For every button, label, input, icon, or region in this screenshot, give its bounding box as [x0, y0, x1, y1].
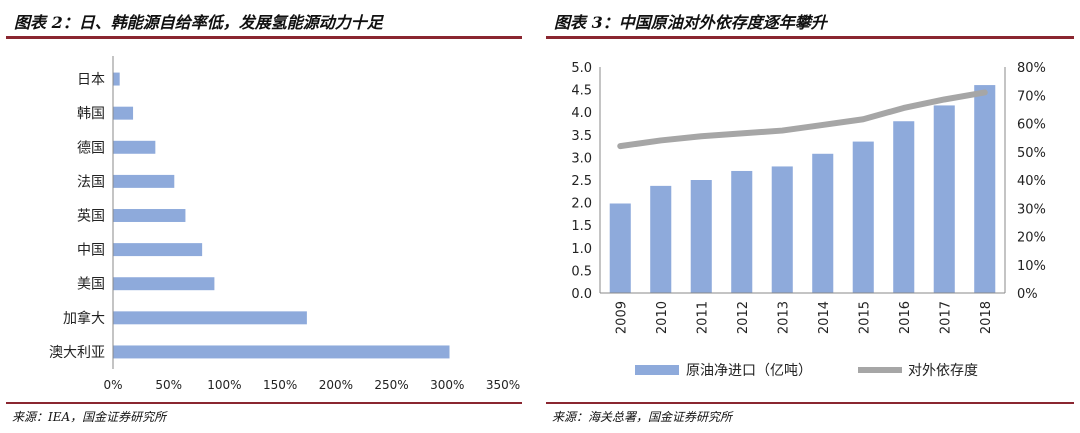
y-left-tick-label: 4.0 [571, 106, 592, 121]
y-right-tick-label: 60% [1017, 118, 1046, 133]
chart-title: 图表 3：中国原油对外依存度逐年攀升 [554, 13, 827, 32]
y-left-tick-label: 3.0 [571, 151, 592, 166]
y-right-tick-label: 20% [1017, 231, 1046, 246]
bar-0 [113, 72, 120, 86]
bar-2009 [609, 203, 631, 293]
y-left-tick-label: 1.0 [571, 242, 592, 257]
bar-5 [113, 243, 203, 257]
x-tick-label: 2012 [736, 301, 751, 334]
chart-title-bar: 图表 2：日、韩能源自给率低，发展氢能源动力十足 [6, 6, 522, 39]
x-tick-label: 2014 [817, 301, 832, 334]
category-label: 英国 [77, 208, 105, 225]
bar-4 [113, 209, 186, 222]
x-tick-label: 0% [103, 378, 122, 392]
x-tick-label: 2009 [614, 301, 629, 334]
x-tick-label: 2011 [695, 301, 710, 334]
x-tick-label: 2015 [857, 301, 872, 334]
x-tick-label: 2016 [898, 301, 913, 334]
x-tick-label: 200% [319, 378, 353, 392]
bar-2017 [933, 105, 955, 293]
bar-2014 [812, 153, 834, 293]
category-label: 日本 [77, 72, 105, 88]
source-bar: 来源：海关总署，国金证券研究所 [546, 402, 1074, 430]
x-tick-label: 2017 [938, 301, 953, 334]
line-dependency [617, 89, 988, 150]
bar-8 [113, 345, 450, 359]
bar-2015 [852, 141, 874, 293]
bar-2016 [893, 121, 915, 294]
category-label: 美国 [77, 277, 105, 293]
combo-chart-oil-imports: 0.0 0.5 1.0 1.5 2.0 2.5 3.0 3.5 4.0 4.5 5.0 0% 10% 20… [571, 61, 1046, 379]
bar-2 [113, 140, 156, 154]
bar-2018 [974, 85, 996, 293]
x-tick-label: 2018 [979, 301, 994, 334]
x-tick-label: 150% [263, 378, 297, 392]
x-tick-label: 350% [486, 378, 520, 392]
y-right-tick-label: 10% [1017, 259, 1046, 274]
y-left-tick-label: 5.0 [571, 61, 592, 76]
chart-title: 图表 2：日、韩能源自给率低，发展氢能源动力十足 [14, 13, 383, 32]
y-left-tick-label: 4.5 [571, 84, 592, 99]
category-label: 加拿大 [63, 310, 105, 327]
y-left-tick-label: 0.5 [571, 264, 592, 279]
legend-swatch-bars [635, 365, 679, 375]
y-right-tick-label: 40% [1017, 174, 1046, 189]
y-left-tick-label: 1.5 [571, 219, 592, 234]
y-right-tick-label: 0% [1017, 287, 1038, 302]
category-label: 韩国 [77, 106, 105, 122]
bar-2013 [771, 166, 793, 293]
chart-source: 来源：IEA，国金证券研究所 [12, 410, 167, 424]
bar-2011 [690, 180, 712, 293]
y-left-tick-label: 0.0 [571, 287, 592, 302]
legend-label: 对外依存度 [908, 363, 978, 379]
bar-2010 [650, 185, 672, 293]
x-tick-label: 2010 [655, 301, 670, 334]
x-tick-label: 250% [374, 378, 408, 392]
category-label: 法国 [77, 174, 105, 190]
x-tick-label: 100% [207, 378, 241, 392]
y-right-tick-label: 30% [1017, 202, 1046, 217]
legend-label: 原油净进口（亿吨） [686, 363, 812, 379]
chart-panel-self-sufficiency: 图表 2：日、韩能源自给率低，发展氢能源动力十足 日本韩国德国法国英国中国美国加… [0, 0, 528, 433]
x-tick-label: 50% [155, 378, 182, 392]
y-left-tick-label: 2.0 [571, 197, 592, 212]
x-tick-label: 2013 [776, 301, 791, 334]
y-right-tick-label: 70% [1017, 89, 1046, 104]
bar-7 [113, 311, 307, 325]
bar-2012 [731, 170, 753, 293]
y-right-tick-label: 80% [1017, 61, 1046, 76]
bar-1 [113, 106, 134, 120]
chart-title-bar: 图表 3：中国原油对外依存度逐年攀升 [546, 6, 1074, 39]
chart-source: 来源：海关总署，国金证券研究所 [552, 410, 733, 424]
category-label: 澳大利亚 [49, 345, 105, 361]
y-left-tick-label: 3.5 [571, 129, 592, 144]
x-tick-label: 300% [430, 378, 464, 392]
y-right-tick-label: 50% [1017, 146, 1046, 161]
category-label: 德国 [77, 140, 105, 156]
source-bar: 来源：IEA，国金证券研究所 [6, 402, 522, 430]
bar-3 [113, 174, 175, 188]
bar-6 [113, 277, 215, 291]
y-left-tick-label: 2.5 [571, 174, 592, 189]
chart-panel-oil-dependency: 图表 3：中国原油对外依存度逐年攀升 0.0 0.5 1.0 1.5 2.0 2.5 3.0… [540, 0, 1080, 433]
category-label: 中国 [77, 243, 105, 259]
